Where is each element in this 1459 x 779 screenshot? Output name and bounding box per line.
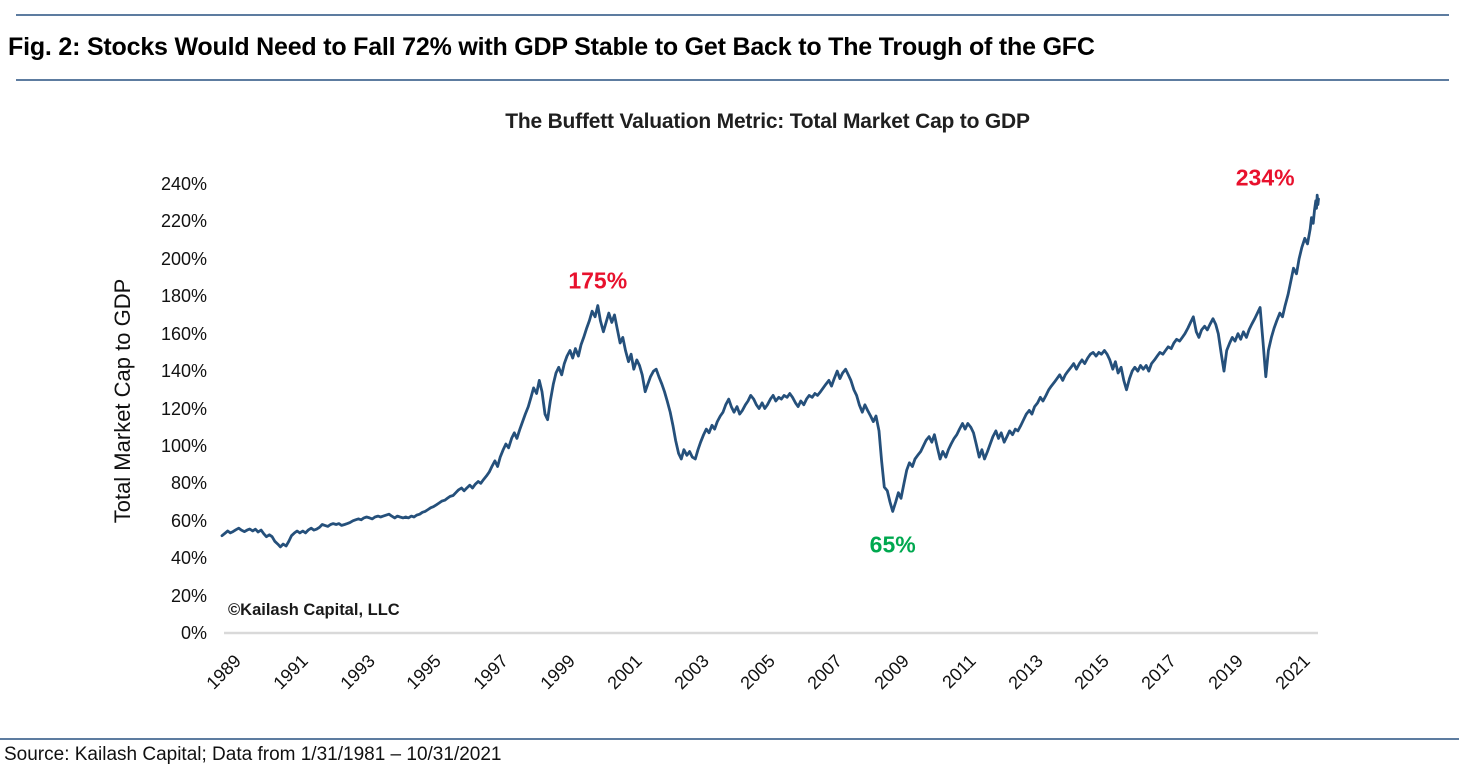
y-tick-label: 20% bbox=[170, 585, 207, 606]
footer-rule bbox=[0, 738, 1459, 740]
y-tick-label: 220% bbox=[160, 211, 207, 232]
y-tick-label: 120% bbox=[160, 398, 207, 419]
y-tick-label: 200% bbox=[160, 248, 207, 269]
watermark-text: ©Kailash Capital, LLC bbox=[228, 601, 400, 619]
header-top-rule bbox=[16, 14, 1449, 16]
y-tick-label: 160% bbox=[160, 323, 207, 344]
annotation-234pct: 234% bbox=[1235, 164, 1295, 191]
annotation-175pct: 175% bbox=[568, 267, 628, 294]
y-tick-label: 40% bbox=[170, 548, 207, 569]
annotation-65pct: 65% bbox=[869, 531, 916, 558]
y-tick-label: 180% bbox=[160, 286, 207, 307]
chart-title: The Buffett Valuation Metric: Total Mark… bbox=[505, 110, 1030, 133]
source-note: Source: Kailash Capital; Data from 1/31/… bbox=[4, 744, 502, 765]
market-cap-to-gdp-line bbox=[220, 193, 1320, 549]
y-tick-label: 100% bbox=[160, 435, 207, 456]
y-tick-label: 80% bbox=[170, 473, 207, 494]
figure-title: Fig. 2: Stocks Would Need to Fall 72% wi… bbox=[8, 33, 1095, 61]
header-bottom-rule bbox=[16, 79, 1449, 81]
y-tick-label: 240% bbox=[160, 174, 207, 194]
y-tick-label: 0% bbox=[180, 623, 207, 643]
y-tick-label: 60% bbox=[170, 510, 207, 531]
y-tick-label: 140% bbox=[160, 361, 207, 382]
